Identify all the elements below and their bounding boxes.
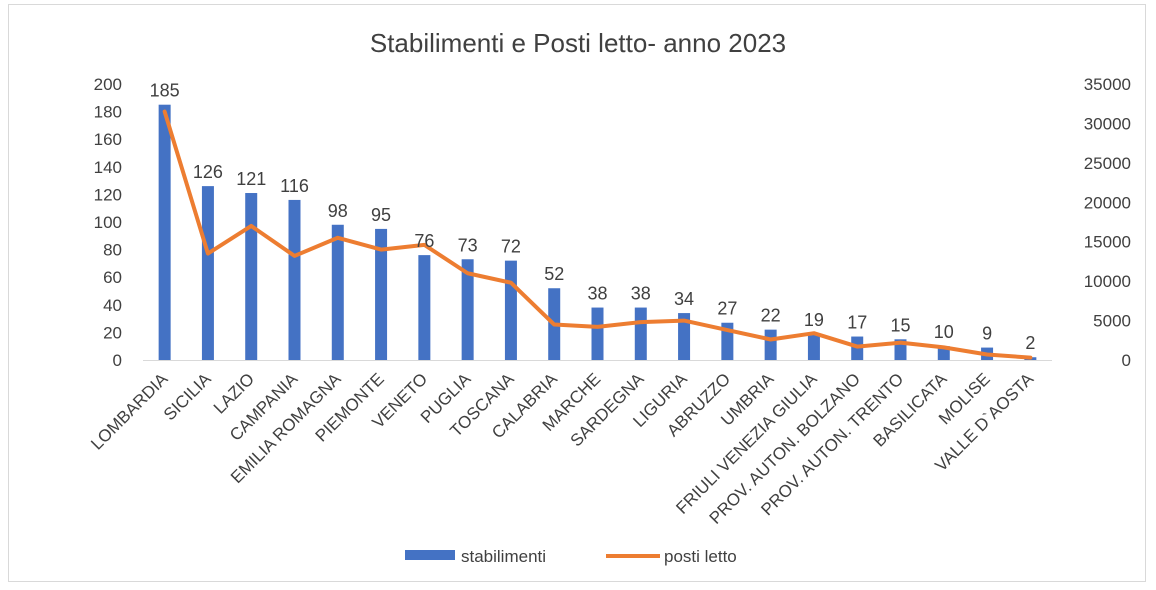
right-axis: 0 5000 10000 15000 20000 25000 30000 35000: [1084, 75, 1131, 370]
data-label-stabilimenti: 52: [544, 264, 564, 284]
left-axis-tick-label: 80: [103, 241, 122, 260]
bar-stabilimenti-toscana: [504, 260, 517, 360]
data-label-stabilimenti: 22: [761, 306, 781, 326]
data-label-stabilimenti: 19: [804, 310, 824, 330]
bar-stabilimenti-puglia: [461, 259, 474, 360]
left-axis: 0 20 40 60 80 100 120 140 160 180 200: [94, 75, 122, 370]
data-label-stabilimenti: 126: [193, 162, 223, 182]
legend-swatch-stabilimenti: [405, 550, 455, 560]
data-label-stabilimenti: 38: [631, 284, 651, 304]
right-axis-tick-label: 0: [1122, 351, 1131, 370]
bar-stabilimenti-marche: [591, 307, 604, 360]
legend-label-stabilimenti: stabilimenti: [461, 547, 546, 566]
left-axis-tick-label: 160: [94, 130, 122, 149]
data-label-stabilimenti: 98: [328, 201, 348, 221]
data-label-stabilimenti: 17: [847, 313, 867, 333]
chart-frame: [8, 4, 1146, 582]
left-axis-tick-label: 60: [103, 268, 122, 287]
right-axis-tick-label: 25000: [1084, 154, 1131, 173]
data-label-stabilimenti: 15: [890, 315, 910, 335]
data-label-stabilimenti: 121: [236, 169, 266, 189]
left-axis-tick-label: 0: [113, 351, 122, 370]
left-axis-tick-label: 100: [94, 213, 122, 232]
data-label-stabilimenti: 27: [717, 299, 737, 319]
data-label-stabilimenti: 34: [674, 289, 694, 309]
data-label-stabilimenti: 95: [371, 205, 391, 225]
right-axis-tick-label: 30000: [1084, 114, 1131, 133]
right-axis-tick-label: 15000: [1084, 233, 1131, 252]
left-axis-tick-label: 140: [94, 158, 122, 177]
left-axis-tick-label: 120: [94, 185, 122, 204]
data-label-stabilimenti: 2: [1025, 333, 1035, 353]
bar-stabilimenti-lazio: [245, 193, 258, 360]
data-label-stabilimenti: 73: [458, 235, 478, 255]
line-series-posti-letto: [162, 109, 1033, 360]
data-label-stabilimenti: 10: [934, 322, 954, 342]
bar-stabilimenti-lombardia: [158, 104, 171, 360]
data-label-stabilimenti: 185: [150, 81, 180, 101]
line-posti-letto: [162, 109, 1033, 360]
chart-title: Stabilimenti e Posti letto- anno 2023: [370, 28, 786, 58]
bar-stabilimenti-emilia-romagna: [331, 224, 344, 360]
bar-stabilimenti-friuli-venezia-giulia: [807, 333, 820, 360]
data-label-stabilimenti: 38: [587, 284, 607, 304]
left-axis-tick-label: 200: [94, 75, 122, 94]
legend-label-posti-letto: posti letto: [664, 547, 737, 566]
bar-stabilimenti-umbria: [764, 329, 777, 360]
bar-stabilimenti-campania: [288, 199, 301, 360]
bar-stabilimenti-sicilia: [201, 186, 214, 360]
left-axis-tick-label: 180: [94, 103, 122, 122]
left-axis-tick-label: 20: [103, 323, 122, 342]
right-axis-tick-label: 20000: [1084, 193, 1131, 212]
left-axis-tick-label: 40: [103, 296, 122, 315]
legend: stabilimenti posti letto: [405, 547, 737, 566]
bar-stabilimenti-veneto: [418, 255, 431, 360]
right-axis-tick-label: 35000: [1084, 75, 1131, 94]
data-label-stabilimenti: 9: [982, 324, 992, 344]
bar-stabilimenti-liguria: [678, 313, 691, 360]
data-labels: 185 126 121 116 98 95 76 73 72 52 38 38 34 27 22 19 17 15…: [150, 81, 1036, 354]
right-axis-tick-label: 5000: [1093, 312, 1131, 331]
data-label-stabilimenti: 72: [501, 237, 521, 257]
bar-stabilimenti-sardegna: [634, 307, 647, 360]
bar-stabilimenti-piemonte: [375, 228, 388, 360]
data-label-stabilimenti: 116: [280, 176, 309, 196]
right-axis-tick-label: 10000: [1084, 272, 1131, 291]
category-label: SICILIA: [160, 369, 215, 424]
data-label-stabilimenti: 76: [414, 231, 434, 251]
